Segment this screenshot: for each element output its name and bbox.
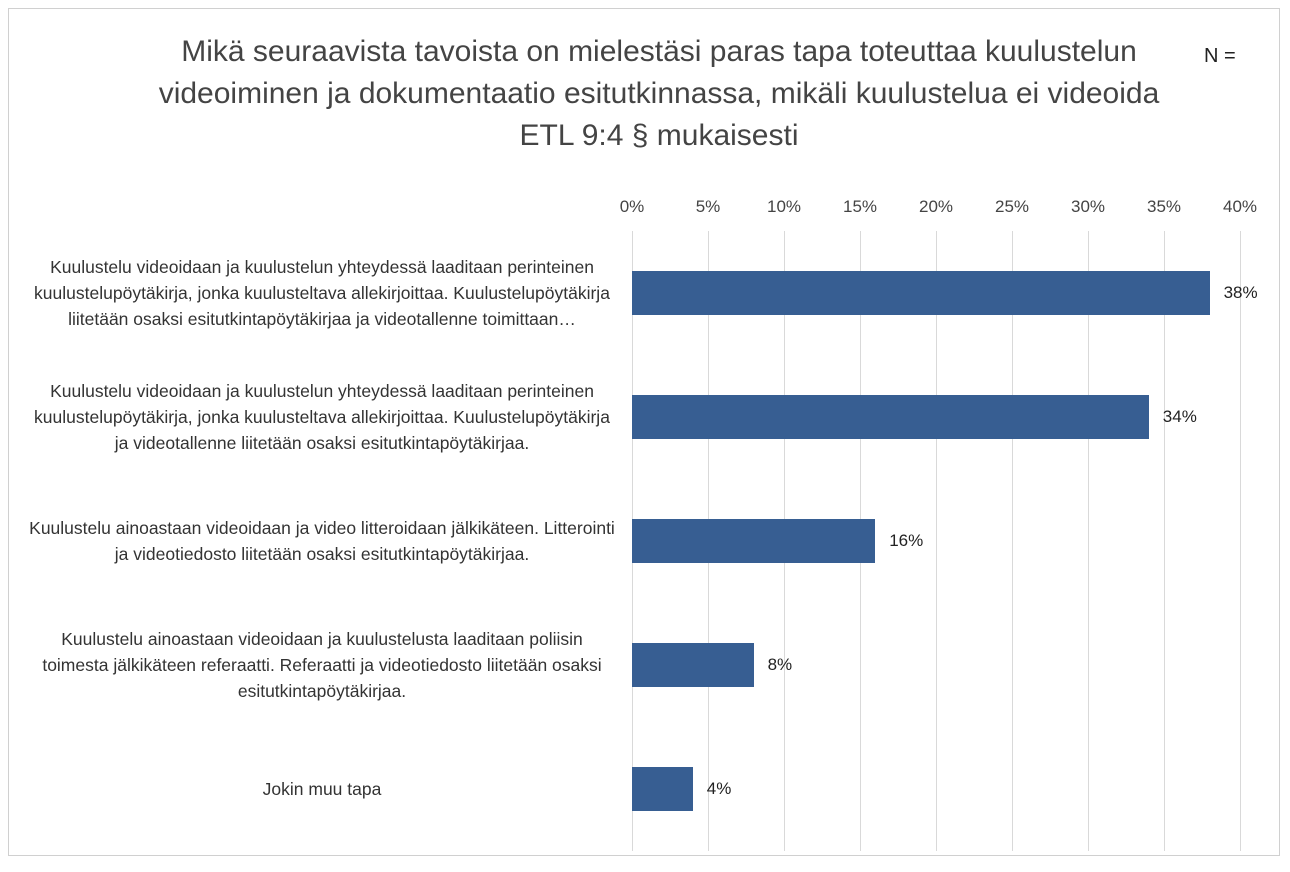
- value-label: 16%: [889, 531, 924, 550]
- category-label: Kuulustelu videoidaan ja kuulustelun yht…: [34, 257, 610, 329]
- category-label: Jokin muu tapa: [262, 779, 382, 799]
- x-tick-label: 10%: [766, 197, 802, 216]
- category-label: Kuulustelu videoidaan ja kuulustelun yht…: [34, 381, 610, 453]
- category-label: Kuulustelu ainoastaan videoidaan ja kuul…: [42, 629, 602, 701]
- x-tick-label: 35%: [1146, 197, 1182, 216]
- value-label: 8%: [767, 655, 793, 674]
- bar: [632, 519, 876, 563]
- bar: [632, 767, 693, 811]
- x-tick-label: 30%: [1070, 197, 1106, 216]
- value-label: 38%: [1223, 283, 1258, 302]
- grid-line: [1164, 231, 1165, 851]
- grid-line: [1240, 231, 1241, 851]
- x-tick-label: 40%: [1222, 197, 1258, 216]
- category-label: Kuulustelu ainoastaan videoidaan ja vide…: [29, 518, 615, 564]
- chart-title: Mikä seuraavista tavoista on mielestäsi …: [158, 35, 1160, 152]
- x-tick-label: 15%: [842, 197, 878, 216]
- x-tick-label: 20%: [918, 197, 954, 216]
- bar: [632, 643, 754, 687]
- grid-line: [936, 231, 937, 851]
- x-tick-label: 25%: [994, 197, 1030, 216]
- x-tick-label: 0%: [619, 197, 645, 216]
- value-label: 34%: [1162, 407, 1197, 426]
- bar: [632, 395, 1149, 439]
- annotation: N =: [1204, 45, 1236, 67]
- grid-line: [1012, 231, 1013, 851]
- chart: Mikä seuraavista tavoista on mielestäsi …: [8, 8, 1280, 856]
- bar: [632, 271, 1210, 315]
- grid-line: [1088, 231, 1089, 851]
- x-tick-label: 5%: [695, 197, 721, 216]
- value-label: 4%: [706, 779, 732, 798]
